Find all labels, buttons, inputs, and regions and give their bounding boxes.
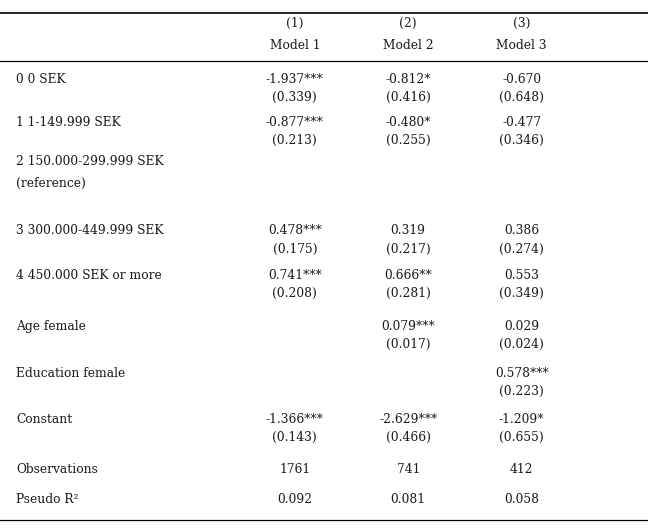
Text: (1): (1) — [286, 18, 304, 30]
Text: 0.092: 0.092 — [277, 493, 312, 505]
Text: (0.339): (0.339) — [272, 92, 318, 104]
Text: (0.346): (0.346) — [499, 134, 544, 147]
Text: 0.058: 0.058 — [504, 493, 539, 505]
Text: 3 300.000-449.999 SEK: 3 300.000-449.999 SEK — [16, 225, 164, 237]
Text: 741: 741 — [397, 463, 420, 476]
Text: (reference): (reference) — [16, 177, 86, 189]
Text: 0.741***: 0.741*** — [268, 269, 321, 282]
Text: (0.213): (0.213) — [272, 134, 318, 147]
Text: (0.416): (0.416) — [386, 92, 431, 104]
Text: -1.366***: -1.366*** — [266, 413, 324, 426]
Text: Model 2: Model 2 — [383, 39, 434, 52]
Text: (0.017): (0.017) — [386, 338, 430, 351]
Text: -0.670: -0.670 — [502, 73, 541, 86]
Text: 0.081: 0.081 — [391, 493, 426, 505]
Text: Education female: Education female — [16, 367, 126, 380]
Text: Model 1: Model 1 — [270, 39, 320, 52]
Text: 0.319: 0.319 — [391, 225, 426, 237]
Text: -1.937***: -1.937*** — [266, 73, 324, 86]
Text: 0.386: 0.386 — [504, 225, 539, 237]
Text: (0.655): (0.655) — [499, 431, 544, 444]
Text: 1 1-149.999 SEK: 1 1-149.999 SEK — [16, 116, 121, 129]
Text: (0.175): (0.175) — [273, 243, 317, 255]
Text: 0.578***: 0.578*** — [495, 367, 548, 380]
Text: 412: 412 — [510, 463, 533, 476]
Text: Model 3: Model 3 — [496, 39, 547, 52]
Text: 0.478***: 0.478*** — [268, 225, 322, 237]
Text: Constant: Constant — [16, 413, 73, 426]
Text: (0.274): (0.274) — [499, 243, 544, 255]
Text: (0.217): (0.217) — [386, 243, 431, 255]
Text: 2 150.000-299.999 SEK: 2 150.000-299.999 SEK — [16, 155, 164, 168]
Text: -0.877***: -0.877*** — [266, 116, 324, 129]
Text: (0.024): (0.024) — [499, 338, 544, 351]
Text: 0.079***: 0.079*** — [382, 320, 435, 333]
Text: (0.349): (0.349) — [499, 287, 544, 300]
Text: 0.029: 0.029 — [504, 320, 539, 333]
Text: (0.143): (0.143) — [272, 431, 318, 444]
Text: -0.480*: -0.480* — [386, 116, 431, 129]
Text: (0.648): (0.648) — [499, 92, 544, 104]
Text: 1761: 1761 — [279, 463, 310, 476]
Text: 0 0 SEK: 0 0 SEK — [16, 73, 66, 86]
Text: -2.629***: -2.629*** — [379, 413, 437, 426]
Text: (0.208): (0.208) — [272, 287, 318, 300]
Text: Age female: Age female — [16, 320, 86, 333]
Text: 0.553: 0.553 — [504, 269, 539, 282]
Text: (0.281): (0.281) — [386, 287, 431, 300]
Text: Pseudo R²: Pseudo R² — [16, 493, 78, 505]
Text: 0.666**: 0.666** — [384, 269, 432, 282]
Text: (2): (2) — [399, 18, 417, 30]
Text: (0.223): (0.223) — [499, 385, 544, 398]
Text: -1.209*: -1.209* — [499, 413, 544, 426]
Text: -0.812*: -0.812* — [386, 73, 431, 86]
Text: (3): (3) — [513, 18, 531, 30]
Text: (0.466): (0.466) — [386, 431, 431, 444]
Text: 4 450.000 SEK or more: 4 450.000 SEK or more — [16, 269, 162, 282]
Text: (0.255): (0.255) — [386, 134, 431, 147]
Text: -0.477: -0.477 — [502, 116, 541, 129]
Text: Observations: Observations — [16, 463, 98, 476]
